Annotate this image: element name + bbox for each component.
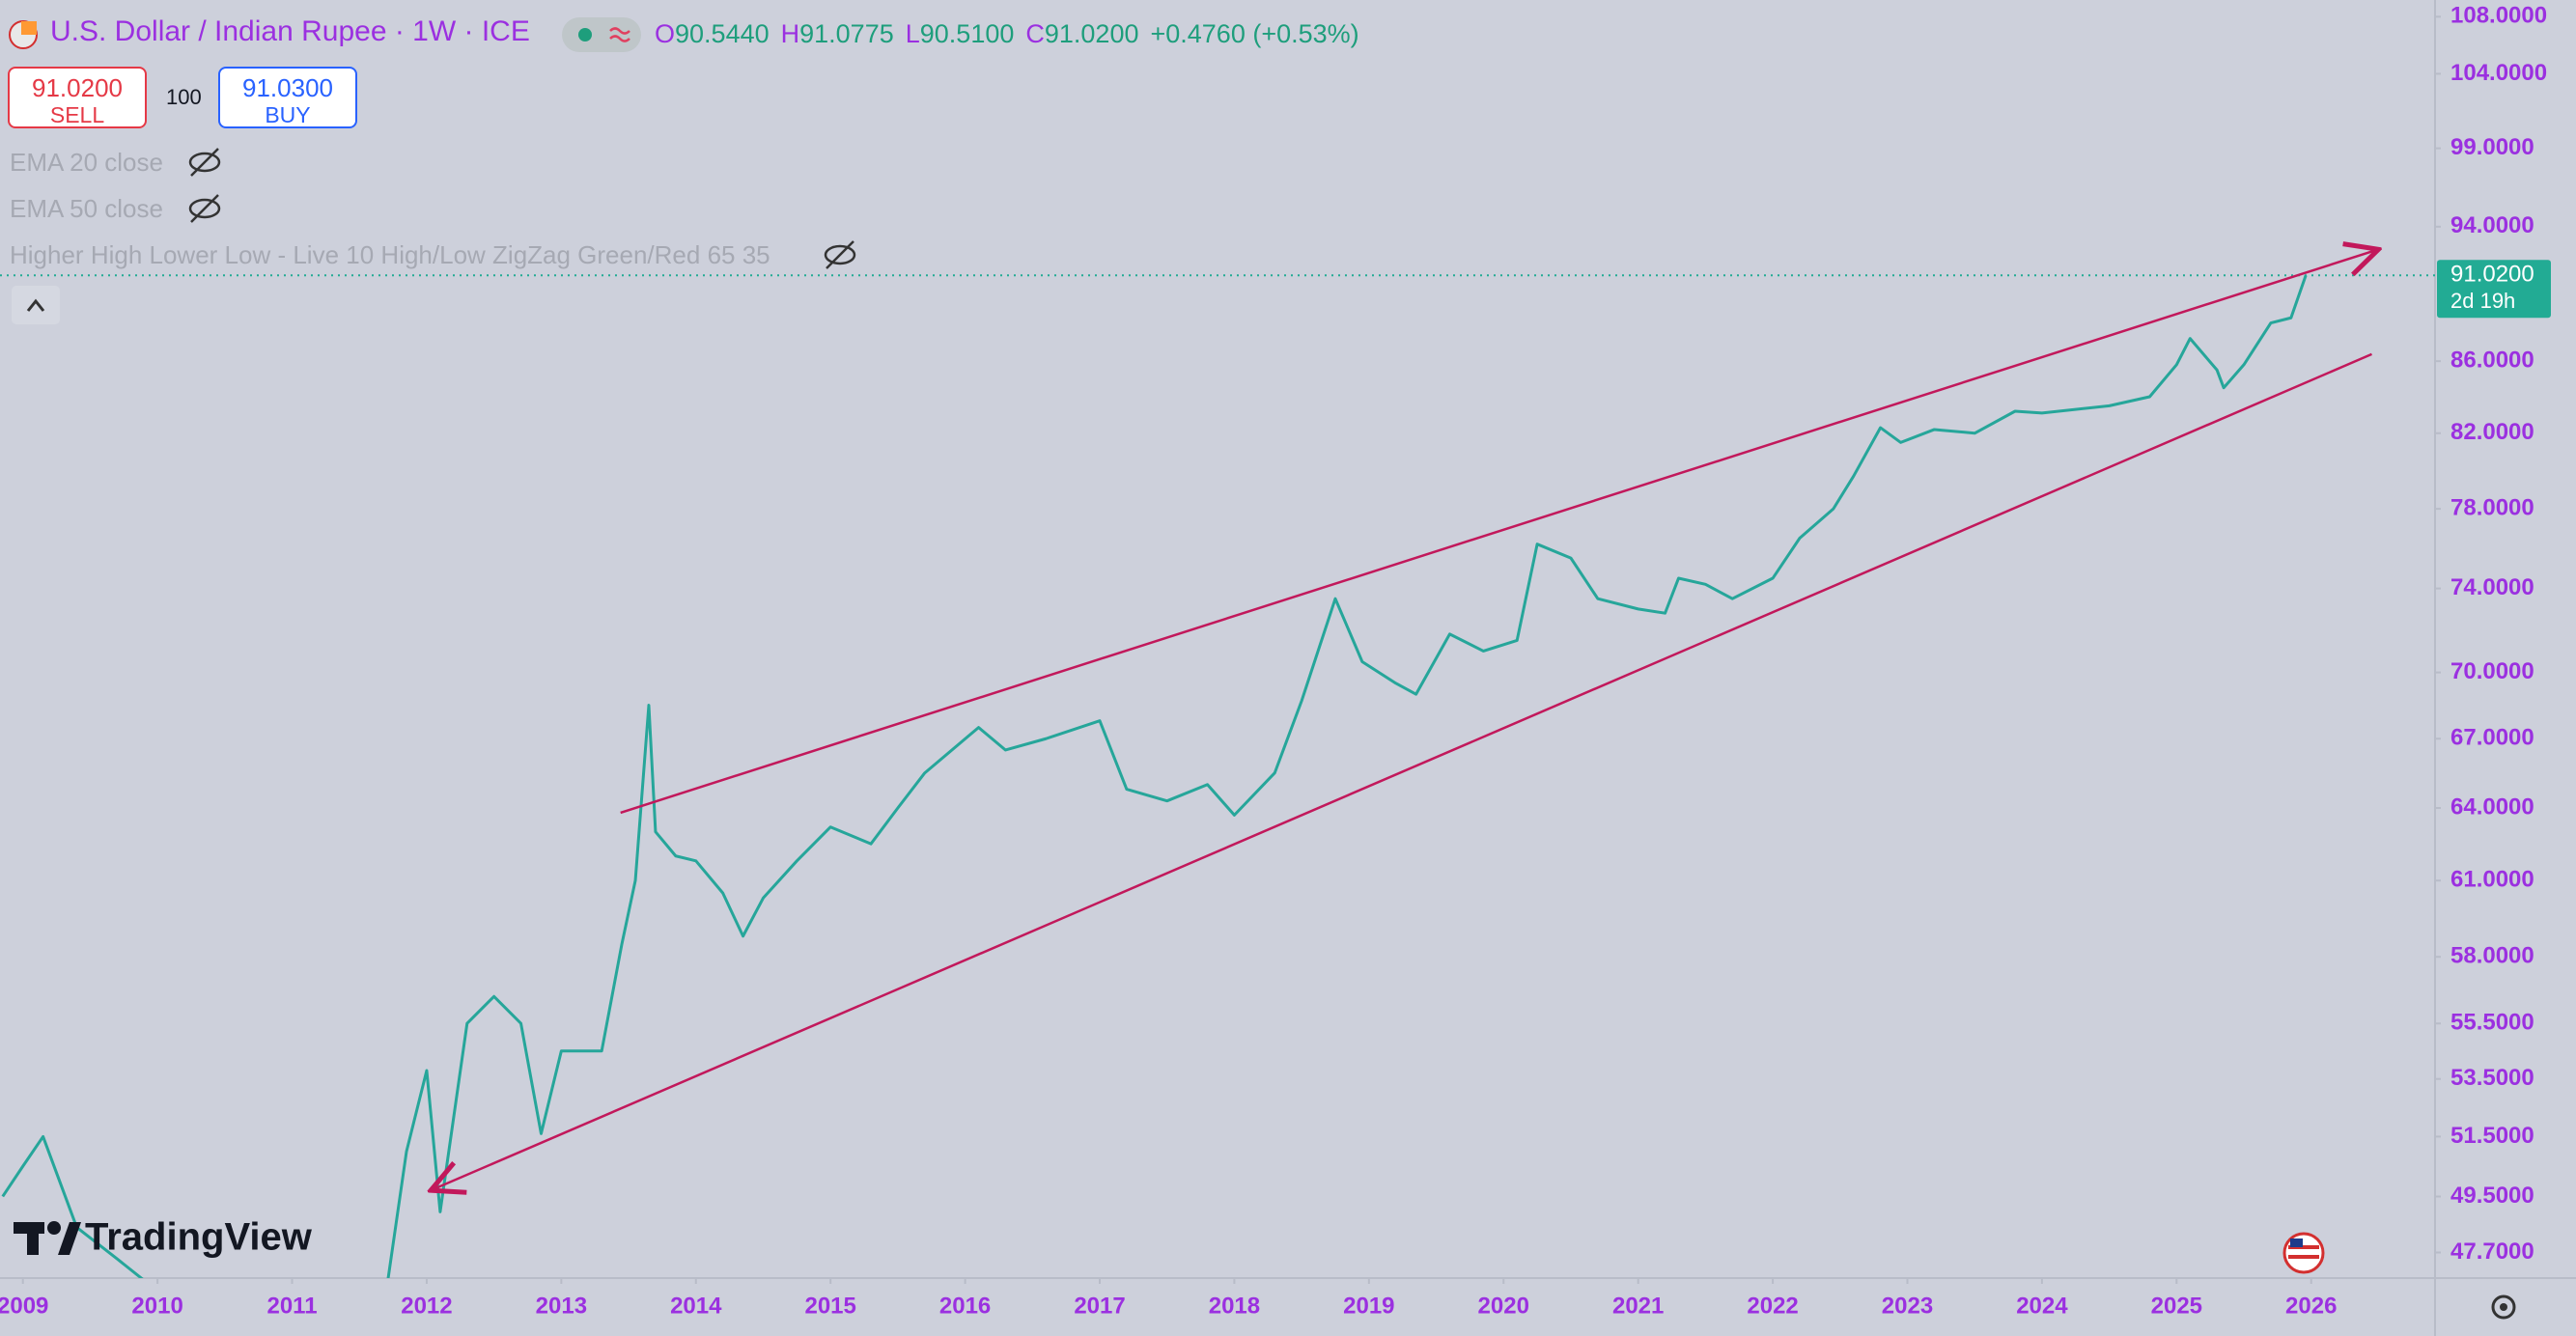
sell-label: SELL <box>49 102 105 127</box>
last-price-box <box>2437 260 2551 319</box>
ohlc-value: 91.0775 <box>799 19 894 48</box>
x-tick-label: 2017 <box>1074 1293 1125 1319</box>
x-tick-label: 2015 <box>804 1293 855 1319</box>
trend-line <box>431 352 2372 1190</box>
change: +0.4760 (+0.53%) <box>1150 19 1359 48</box>
x-tick-label: 2012 <box>401 1293 452 1319</box>
x-tick-label: 2019 <box>1343 1293 1394 1319</box>
y-tick-label: 51.5000 <box>2450 1123 2534 1149</box>
buy-button[interactable]: 91.0300 BUY <box>218 67 357 128</box>
hidden-eye-icons <box>188 148 856 269</box>
x-tick-label: 2026 <box>2285 1293 2337 1319</box>
indicator-label[interactable]: Higher High Lower Low - Live 10 High/Low… <box>10 240 770 269</box>
y-tick-label: 70.0000 <box>2450 658 2534 684</box>
plot-area <box>0 274 2435 1278</box>
x-tick-label: 2022 <box>1747 1293 1798 1319</box>
logo-text: TradingView <box>85 1216 313 1259</box>
collapse-button[interactable] <box>12 286 60 324</box>
y-tick-label: 53.5000 <box>2450 1065 2534 1091</box>
logo-icon <box>14 1221 81 1255</box>
y-tick-label: 74.0000 <box>2450 574 2534 600</box>
y-tick-label: 99.0000 <box>2450 134 2534 160</box>
ohlc-key: L <box>905 19 920 48</box>
countdown: 2d 19h <box>2450 289 2515 313</box>
settings-icon[interactable] <box>2491 1294 2516 1320</box>
y-tick-label: 47.7000 <box>2450 1239 2534 1265</box>
ohlc-key: O <box>655 19 676 48</box>
y-tick-label: 86.0000 <box>2450 347 2534 373</box>
ohlc-value: 90.5100 <box>919 19 1015 48</box>
price-line <box>1 274 2308 1278</box>
y-tick-label: 82.0000 <box>2450 419 2534 445</box>
y-tick-label: 104.0000 <box>2450 60 2547 86</box>
y-tick-label: 58.0000 <box>2450 943 2534 969</box>
us-flag-icon <box>2282 1232 2325 1274</box>
ohlc-values: O90.5440 H91.0775 L90.5100 C91.0200 +0.4760 … <box>655 19 1359 49</box>
ohlc-key: H <box>780 19 800 48</box>
trend-line <box>620 249 2379 815</box>
collapse-icon <box>26 298 45 312</box>
x-tick-label: 2016 <box>939 1293 991 1319</box>
ohlc-value: 90.5440 <box>675 19 770 48</box>
sell-price: 91.0200 <box>32 73 123 102</box>
ohlc-item: L90.5100 <box>906 19 1015 49</box>
y-tick-label: 61.0000 <box>2450 867 2534 893</box>
indicator-label[interactable]: EMA 50 close <box>10 194 163 223</box>
x-tick-label: 2013 <box>536 1293 587 1319</box>
symbol-title-text: U.S. Dollar / Indian Rupee · 1W · ICE <box>50 15 530 47</box>
status-icons <box>578 27 630 42</box>
y-tick-label: 49.5000 <box>2450 1183 2534 1209</box>
x-tick-label: 2014 <box>670 1293 722 1319</box>
symbol-title: U.S. Dollar / Indian Rupee · 1W · ICE <box>50 15 530 48</box>
x-tick-label: 2020 <box>1478 1293 1529 1319</box>
x-tick-label: 2011 <box>266 1293 317 1319</box>
symbol-flag <box>9 20 38 49</box>
last-price-label: 91.0200 <box>2450 262 2534 288</box>
y-tick-label: 64.0000 <box>2450 793 2534 820</box>
sell-button[interactable]: 91.0200 SELL <box>8 67 147 128</box>
ohlc-item: O90.5440 <box>655 19 770 49</box>
x-tick-label: 2025 <box>2151 1293 2202 1319</box>
y-tick-label: 67.0000 <box>2450 725 2534 751</box>
ohlc-item: H91.0775 <box>781 19 894 49</box>
y-tick-label: 108.0000 <box>2450 3 2547 29</box>
x-tick-label: 2023 <box>1882 1293 1933 1319</box>
x-tick-label: 2024 <box>2016 1293 2068 1319</box>
x-tick-label: 2009 <box>0 1293 48 1319</box>
y-tick-label: 94.0000 <box>2450 212 2534 238</box>
ohlc-key: C <box>1025 19 1045 48</box>
x-tick-label: 2021 <box>1612 1293 1664 1319</box>
x-tick-label: 2018 <box>1209 1293 1260 1319</box>
indicator-label[interactable]: EMA 20 close <box>10 148 163 177</box>
ohlc-item: C91.0200 <box>1025 19 1138 49</box>
y-tick-label: 78.0000 <box>2450 494 2534 520</box>
y-tick-label: 55.5000 <box>2450 1010 2534 1036</box>
x-tick-label: 2010 <box>131 1293 182 1319</box>
buy-label: BUY <box>265 102 311 127</box>
buy-price: 91.0300 <box>242 73 333 102</box>
quantity[interactable]: 100 <box>166 85 202 109</box>
ohlc-value: 91.0200 <box>1044 19 1139 48</box>
market-status <box>562 17 641 52</box>
